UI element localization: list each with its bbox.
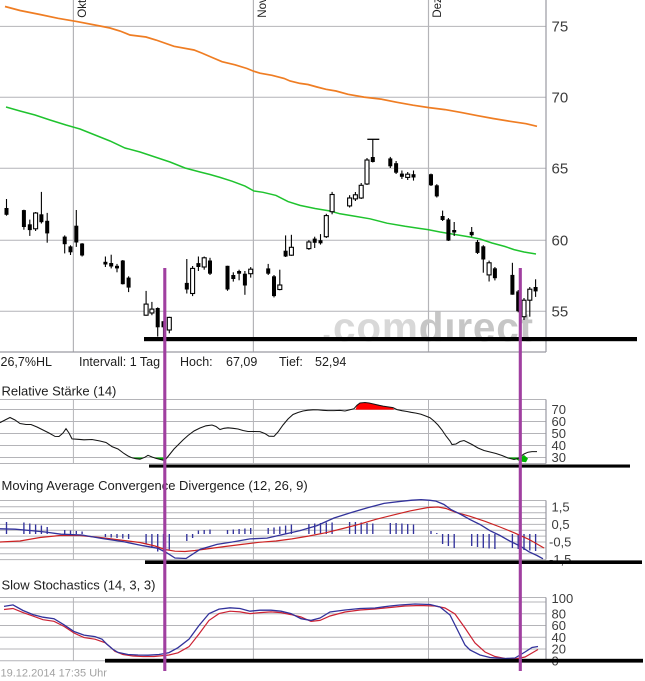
svg-text:-0,5: -0,5 <box>549 535 571 550</box>
svg-text:Slow Stochastics (14, 3, 3): Slow Stochastics (14, 3, 3) <box>2 578 156 593</box>
svg-text:60: 60 <box>552 414 566 429</box>
svg-text:0,5: 0,5 <box>552 517 570 532</box>
svg-text:52,94: 52,94 <box>315 355 346 369</box>
svg-text:Moving Average Convergence Div: Moving Average Convergence Divergence (1… <box>2 478 308 493</box>
svg-text:20: 20 <box>552 642 566 657</box>
svg-text:Dez: Dez <box>431 0 444 18</box>
svg-text:50: 50 <box>552 426 566 441</box>
svg-text:40: 40 <box>552 630 566 645</box>
svg-text:60: 60 <box>552 618 566 633</box>
svg-text:1,5: 1,5 <box>552 499 570 514</box>
svg-text:80: 80 <box>552 606 566 621</box>
svg-text:Okt: Okt <box>76 0 89 18</box>
svg-text:26,7%HL: 26,7%HL <box>1 355 52 369</box>
svg-text:Hoch:: Hoch: <box>180 355 213 369</box>
svg-text:55: 55 <box>552 303 569 320</box>
svg-text:-1,5: -1,5 <box>549 552 571 567</box>
svg-text:.comdırect: .comdırect <box>321 304 534 350</box>
svg-text:Nov: Nov <box>256 0 269 18</box>
svg-text:Intervall: 1 Tag: Intervall: 1 Tag <box>79 355 160 369</box>
svg-text:70: 70 <box>552 402 566 417</box>
svg-text:65: 65 <box>552 160 569 177</box>
svg-text:Relative Stärke (14): Relative Stärke (14) <box>2 384 117 399</box>
svg-text:67,09: 67,09 <box>226 355 257 369</box>
svg-text:30: 30 <box>552 450 566 465</box>
svg-text:40: 40 <box>552 438 566 453</box>
svg-text:Tief:: Tief: <box>279 355 303 369</box>
svg-text:19.12.2014 17:35 Uhr: 19.12.2014 17:35 Uhr <box>1 668 108 680</box>
svg-text:75: 75 <box>552 19 569 36</box>
svg-text:100: 100 <box>552 591 574 606</box>
svg-text:60: 60 <box>552 232 569 249</box>
svg-text:70: 70 <box>552 90 569 107</box>
